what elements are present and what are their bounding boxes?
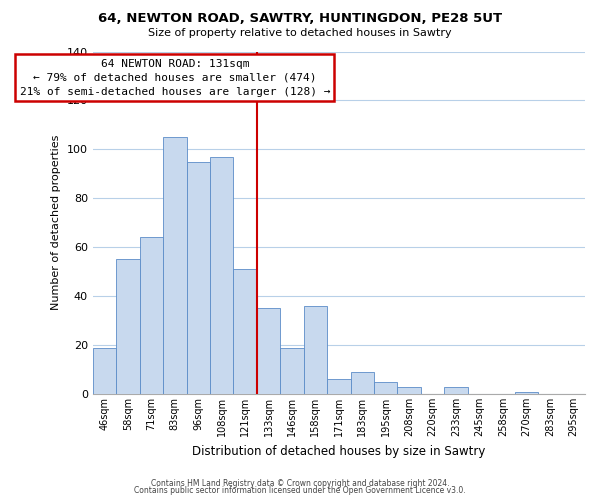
Bar	[187, 162, 210, 394]
Bar	[257, 308, 280, 394]
Text: Size of property relative to detached houses in Sawtry: Size of property relative to detached ho…	[148, 28, 452, 38]
Text: 64 NEWTON ROAD: 131sqm
← 79% of detached houses are smaller (474)
21% of semi-de: 64 NEWTON ROAD: 131sqm ← 79% of detached…	[20, 59, 330, 97]
Bar	[374, 382, 397, 394]
Bar	[93, 348, 116, 394]
Bar	[445, 386, 468, 394]
Y-axis label: Number of detached properties: Number of detached properties	[51, 135, 61, 310]
Bar	[350, 372, 374, 394]
Bar	[163, 137, 187, 394]
Bar	[397, 386, 421, 394]
Bar	[280, 348, 304, 394]
Bar	[210, 156, 233, 394]
X-axis label: Distribution of detached houses by size in Sawtry: Distribution of detached houses by size …	[192, 444, 485, 458]
Bar	[327, 380, 350, 394]
Bar	[304, 306, 327, 394]
Bar	[233, 269, 257, 394]
Bar	[515, 392, 538, 394]
Text: 64, NEWTON ROAD, SAWTRY, HUNTINGDON, PE28 5UT: 64, NEWTON ROAD, SAWTRY, HUNTINGDON, PE2…	[98, 12, 502, 26]
Bar	[116, 260, 140, 394]
Bar	[140, 238, 163, 394]
Text: Contains HM Land Registry data © Crown copyright and database right 2024.: Contains HM Land Registry data © Crown c…	[151, 478, 449, 488]
Text: Contains public sector information licensed under the Open Government Licence v3: Contains public sector information licen…	[134, 486, 466, 495]
